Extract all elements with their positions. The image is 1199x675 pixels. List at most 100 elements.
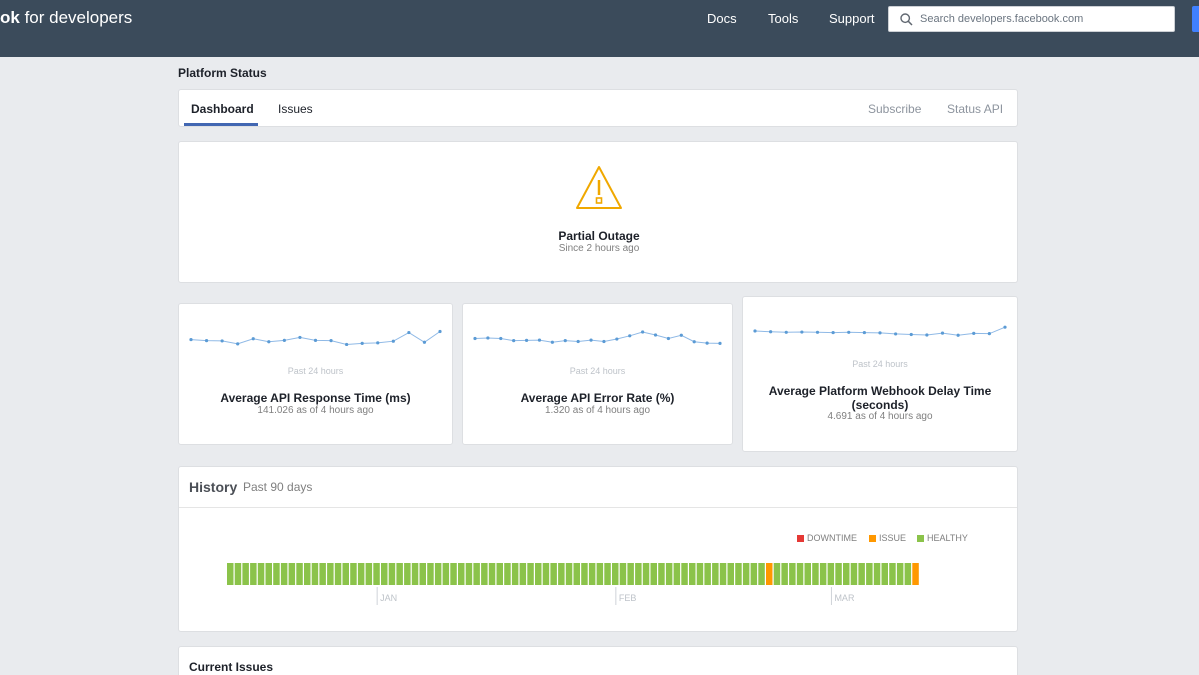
history-day-healthy[interactable] bbox=[327, 563, 334, 585]
history-day-healthy[interactable] bbox=[319, 563, 326, 585]
history-day-healthy[interactable] bbox=[781, 563, 788, 585]
history-day-healthy[interactable] bbox=[642, 563, 650, 585]
history-day-healthy[interactable] bbox=[719, 563, 727, 585]
history-day-healthy[interactable] bbox=[304, 563, 311, 585]
history-day-healthy[interactable] bbox=[850, 563, 858, 585]
nav-docs[interactable]: Docs bbox=[707, 11, 737, 26]
history-day-healthy[interactable] bbox=[527, 563, 534, 585]
history-day-healthy[interactable] bbox=[627, 563, 634, 585]
history-day-healthy[interactable] bbox=[742, 563, 750, 585]
history-day-healthy[interactable] bbox=[873, 563, 881, 585]
history-day-healthy[interactable] bbox=[881, 563, 889, 585]
history-day-healthy[interactable] bbox=[558, 563, 565, 585]
history-day-healthy[interactable] bbox=[488, 563, 496, 585]
history-day-healthy[interactable] bbox=[280, 563, 288, 585]
history-day-healthy[interactable] bbox=[843, 563, 850, 585]
history-day-healthy[interactable] bbox=[342, 563, 350, 585]
tab-status-api[interactable]: Status API bbox=[947, 102, 1004, 116]
history-day-healthy[interactable] bbox=[396, 563, 403, 585]
history-day-healthy[interactable] bbox=[712, 563, 719, 585]
history-day-healthy[interactable] bbox=[234, 563, 242, 585]
history-day-healthy[interactable] bbox=[773, 563, 781, 585]
history-day-healthy[interactable] bbox=[619, 563, 627, 585]
history-day-healthy[interactable] bbox=[581, 563, 588, 585]
history-day-healthy[interactable] bbox=[496, 563, 504, 585]
history-day-healthy[interactable] bbox=[550, 563, 557, 585]
nav-support[interactable]: Support bbox=[829, 11, 875, 26]
history-day-healthy[interactable] bbox=[511, 563, 519, 585]
history-day-healthy[interactable] bbox=[573, 563, 581, 585]
history-day-healthy[interactable] bbox=[696, 563, 704, 585]
history-day-healthy[interactable] bbox=[689, 563, 696, 585]
history-day-healthy[interactable] bbox=[673, 563, 681, 585]
history-day-healthy[interactable] bbox=[612, 563, 619, 585]
history-day-healthy[interactable] bbox=[588, 563, 596, 585]
history-day-healthy[interactable] bbox=[665, 563, 673, 585]
tab-dashboard[interactable]: Dashboard bbox=[191, 102, 254, 116]
history-day-healthy[interactable] bbox=[858, 563, 865, 585]
history-day-healthy[interactable] bbox=[404, 563, 411, 585]
history-day-healthy[interactable] bbox=[288, 563, 296, 585]
history-day-healthy[interactable] bbox=[442, 563, 450, 585]
history-day-healthy[interactable] bbox=[735, 563, 742, 585]
history-day-healthy[interactable] bbox=[565, 563, 573, 585]
tab-subscribe[interactable]: Subscribe bbox=[868, 102, 922, 116]
history-day-issue[interactable] bbox=[912, 563, 919, 585]
history-day-healthy[interactable] bbox=[650, 563, 658, 585]
history-day-healthy[interactable] bbox=[334, 563, 342, 585]
history-day-healthy[interactable] bbox=[465, 563, 473, 585]
history-day-healthy[interactable] bbox=[535, 563, 542, 585]
history-day-healthy[interactable] bbox=[434, 563, 442, 585]
history-day-healthy[interactable] bbox=[250, 563, 257, 585]
history-day-healthy[interactable] bbox=[889, 563, 896, 585]
history-day-healthy[interactable] bbox=[519, 563, 527, 585]
history-day-healthy[interactable] bbox=[504, 563, 511, 585]
history-day-healthy[interactable] bbox=[373, 563, 380, 585]
history-day-healthy[interactable] bbox=[257, 563, 265, 585]
history-day-healthy[interactable] bbox=[296, 563, 303, 585]
history-day-healthy[interactable] bbox=[388, 563, 396, 585]
history-day-healthy[interactable] bbox=[604, 563, 611, 585]
header-action-button[interactable] bbox=[1192, 6, 1199, 32]
history-day-healthy[interactable] bbox=[866, 563, 873, 585]
history-day-healthy[interactable] bbox=[242, 563, 249, 585]
history-day-healthy[interactable] bbox=[227, 563, 234, 585]
history-day-healthy[interactable] bbox=[658, 563, 665, 585]
history-day-healthy[interactable] bbox=[427, 563, 434, 585]
history-day-healthy[interactable] bbox=[542, 563, 550, 585]
history-day-healthy[interactable] bbox=[273, 563, 280, 585]
history-day-healthy[interactable] bbox=[458, 563, 465, 585]
history-day-healthy[interactable] bbox=[750, 563, 758, 585]
history-day-healthy[interactable] bbox=[350, 563, 357, 585]
tab-issues[interactable]: Issues bbox=[278, 102, 313, 116]
history-day-healthy[interactable] bbox=[419, 563, 427, 585]
search-input[interactable] bbox=[920, 10, 1165, 28]
history-day-healthy[interactable] bbox=[827, 563, 835, 585]
history-day-healthy[interactable] bbox=[596, 563, 604, 585]
history-day-healthy[interactable] bbox=[365, 563, 373, 585]
history-day-healthy[interactable] bbox=[381, 563, 388, 585]
search-box[interactable] bbox=[888, 6, 1175, 32]
history-day-healthy[interactable] bbox=[311, 563, 319, 585]
history-day-healthy[interactable] bbox=[904, 563, 912, 585]
brand-logo[interactable]: ok for developers bbox=[0, 8, 132, 30]
history-day-healthy[interactable] bbox=[681, 563, 688, 585]
history-day-healthy[interactable] bbox=[812, 563, 819, 585]
history-day-healthy[interactable] bbox=[727, 563, 735, 585]
history-day-healthy[interactable] bbox=[450, 563, 457, 585]
history-day-healthy[interactable] bbox=[796, 563, 804, 585]
history-day-healthy[interactable] bbox=[265, 563, 273, 585]
nav-tools[interactable]: Tools bbox=[768, 11, 799, 26]
history-day-healthy[interactable] bbox=[896, 563, 904, 585]
history-day-issue[interactable] bbox=[766, 563, 773, 585]
history-day-healthy[interactable] bbox=[357, 563, 365, 585]
history-day-healthy[interactable] bbox=[635, 563, 642, 585]
history-day-healthy[interactable] bbox=[704, 563, 711, 585]
history-day-healthy[interactable] bbox=[789, 563, 796, 585]
history-day-healthy[interactable] bbox=[481, 563, 488, 585]
history-day-healthy[interactable] bbox=[804, 563, 812, 585]
history-day-healthy[interactable] bbox=[411, 563, 419, 585]
history-day-healthy[interactable] bbox=[835, 563, 842, 585]
history-day-healthy[interactable] bbox=[758, 563, 765, 585]
history-day-healthy[interactable] bbox=[819, 563, 827, 585]
